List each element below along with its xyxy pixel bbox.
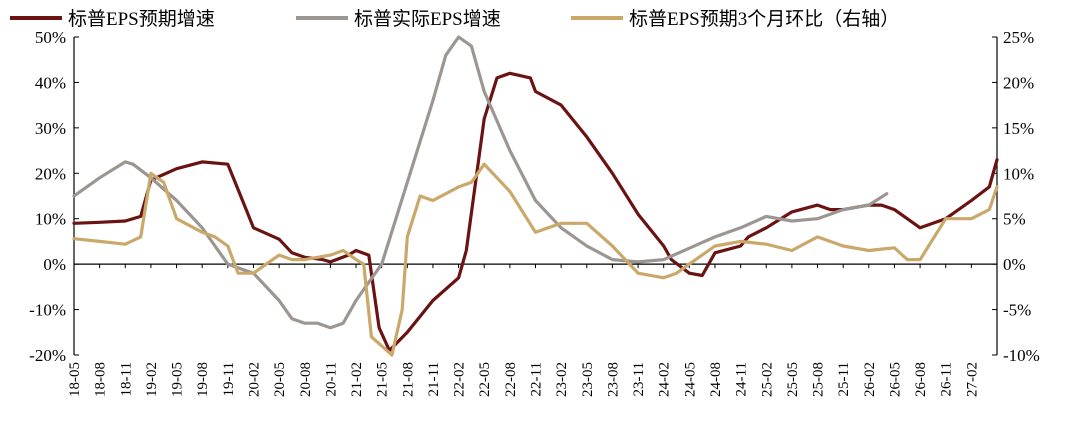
left-y-tick-label: -20% bbox=[29, 346, 66, 365]
x-tick-label: 20-08 bbox=[298, 362, 314, 397]
series-line-3 bbox=[72, 162, 999, 357]
left-y-tick-label: 20% bbox=[35, 164, 66, 183]
x-tick-label: 26-05 bbox=[887, 362, 903, 397]
x-tick-label: 21-08 bbox=[400, 362, 416, 397]
x-tick-label: 19-11 bbox=[221, 362, 237, 396]
left-y-tick-label: -10% bbox=[29, 301, 66, 320]
x-tick-label: 20-11 bbox=[323, 362, 339, 396]
x-tick-label: 23-11 bbox=[631, 362, 647, 396]
x-tick-label: 22-08 bbox=[503, 362, 519, 397]
x-tick-label: 22-02 bbox=[452, 362, 468, 397]
series-line-1 bbox=[72, 71, 999, 353]
x-tick-label: 24-11 bbox=[734, 362, 750, 396]
x-tick-label: 22-05 bbox=[477, 362, 493, 397]
x-tick-label: 25-08 bbox=[811, 362, 827, 397]
legend-label-1: 标普EPS预期增速 bbox=[68, 8, 215, 30]
left-y-tick-label: 10% bbox=[35, 210, 66, 229]
legend-label-3: 标普EPS预期3个月环比（右轴） bbox=[629, 8, 899, 30]
x-tick-label: 24-02 bbox=[657, 362, 673, 397]
x-tick-label: 24-05 bbox=[682, 362, 698, 397]
x-tick-label: 23-08 bbox=[605, 362, 621, 397]
x-tick-label: 19-08 bbox=[195, 362, 211, 397]
left-y-tick-label: 50% bbox=[35, 28, 66, 47]
x-tick-label: 25-05 bbox=[785, 362, 801, 397]
x-tick-label: 22-11 bbox=[529, 362, 545, 396]
x-tick-label: 26-02 bbox=[862, 362, 878, 397]
x-tick-label: 27-02 bbox=[964, 362, 980, 397]
x-tick-label: 26-11 bbox=[939, 362, 955, 396]
axes: 50% 40% 30% 20% 10% 0% -10% -20% 25% 20% 15% 10% 5% 0… bbox=[29, 28, 1040, 397]
x-tick-label: 20-02 bbox=[246, 362, 262, 397]
legend-label-2: 标普实际EPS增速 bbox=[354, 8, 501, 30]
x-tick-label: 23-05 bbox=[580, 362, 596, 397]
x-tick-label: 18-08 bbox=[93, 362, 109, 397]
x-tick-label: 23-02 bbox=[554, 362, 570, 397]
right-y-tick-label: 0% bbox=[1003, 255, 1026, 274]
right-y-tick-label: -5% bbox=[1003, 301, 1031, 320]
left-y-tick-label: 40% bbox=[35, 73, 66, 92]
x-tick-label: 20-05 bbox=[272, 362, 288, 397]
x-tick-label: 26-08 bbox=[913, 362, 929, 397]
left-y-tick-label: 30% bbox=[35, 119, 66, 138]
x-tick-label: 19-05 bbox=[170, 362, 186, 397]
legend: 标普EPS预期增速 标普实际EPS增速 标普EPS预期3个月环比（右轴） bbox=[10, 8, 899, 30]
right-y-tick-label: 20% bbox=[1003, 73, 1034, 92]
right-y-tick-label: 10% bbox=[1003, 164, 1034, 183]
right-y-tick-label: 15% bbox=[1003, 119, 1034, 138]
x-tick-label: 19-02 bbox=[144, 362, 160, 397]
x-tick-label: 18-11 bbox=[118, 362, 134, 396]
series-lines bbox=[72, 35, 999, 357]
left-y-tick-label: 0% bbox=[43, 255, 66, 274]
right-y-tick-label: -10% bbox=[1003, 346, 1040, 365]
right-y-tick-label: 5% bbox=[1003, 210, 1026, 229]
x-tick-label: 18-05 bbox=[67, 362, 83, 397]
x-tick-label: 21-05 bbox=[375, 362, 391, 397]
x-tick-label: 21-02 bbox=[349, 362, 365, 397]
right-y-tick-label: 25% bbox=[1003, 28, 1034, 47]
x-tick-label: 25-02 bbox=[759, 362, 775, 397]
series-line-2 bbox=[72, 35, 889, 330]
x-tick-label: 25-11 bbox=[836, 362, 852, 396]
x-tick-label: 21-11 bbox=[426, 362, 442, 396]
x-tick-label: 24-08 bbox=[708, 362, 724, 397]
